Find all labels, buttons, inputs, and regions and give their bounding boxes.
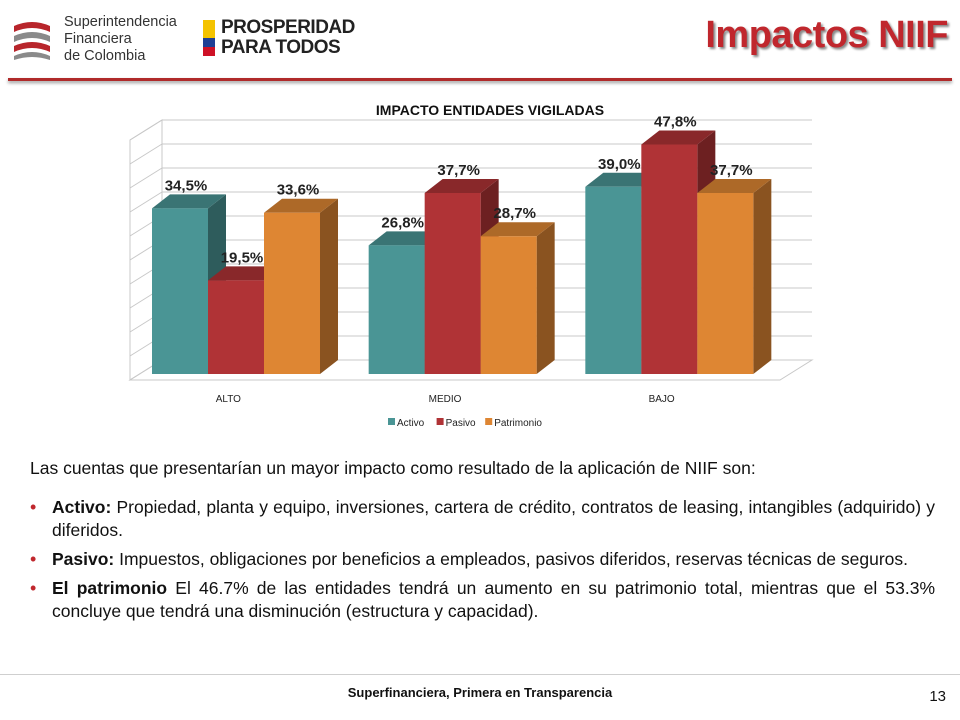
legend-swatch-pasivo xyxy=(436,418,444,425)
bullet-heading: El patrimonio xyxy=(52,578,168,598)
slide-title: Impactos NIIF xyxy=(705,14,948,56)
chart-bar-patrimonio-medio xyxy=(480,222,555,374)
chart-data-label: 19,5% xyxy=(221,249,264,266)
chart-bar-patrimonio-bajo xyxy=(697,179,772,374)
chart-gridline-side xyxy=(129,143,163,165)
bullet-activo: • Activo: Propiedad, planta y equipo, inv… xyxy=(30,496,935,542)
bullet-heading: Activo: xyxy=(52,497,112,517)
superfinanciera-emblem-icon xyxy=(8,16,56,64)
gov-logo-line-1: PROSPERIDAD xyxy=(221,17,355,38)
chart-title: IMPACTO ENTIDADES VIGILADAS xyxy=(375,102,605,118)
chart-data-label: 33,6% xyxy=(277,182,320,199)
prosperidad-logo: PROSPERIDAD PARA TODOS xyxy=(203,17,355,62)
legend-swatch-activo xyxy=(388,418,395,425)
chart-data-label: 26,8% xyxy=(381,214,424,231)
page-number: 13 xyxy=(929,688,946,705)
superfinanciera-logo: Superintendencia Financiera de Colombia xyxy=(8,14,183,68)
chart-gridline-side xyxy=(129,191,163,213)
chart-data-label: 37,7% xyxy=(710,162,753,179)
chart-data-label: 37,7% xyxy=(437,162,480,179)
bullet-text: Impuestos, obligaciones por beneficios a… xyxy=(114,549,909,569)
chart-category-label: BAJO xyxy=(649,394,675,405)
colombia-flag-icon xyxy=(203,20,215,56)
chart-data-label: 28,7% xyxy=(493,205,536,222)
legend-swatch-patrimonio xyxy=(485,418,493,425)
chart-bar-patrimonio-alto xyxy=(264,198,338,374)
chart-category-label: ALTO xyxy=(216,394,241,405)
bullet-dot-icon: • xyxy=(30,549,37,569)
header-divider xyxy=(8,78,952,81)
bullet-patrimonio: • El patrimonio El 46.7% de las entidades… xyxy=(30,577,935,623)
impact-chart: IMPACTO ENTIDADES VIGILADAS 34,5% 19,5% 33… xyxy=(120,96,840,441)
bullet-text: El 46.7% de las entidades tendrá un aume… xyxy=(52,578,936,621)
org-logo-line-1: Superintendencia xyxy=(64,14,177,30)
chart-category-label: MEDIO xyxy=(429,394,462,405)
chart-data-label: 39,0% xyxy=(598,156,641,173)
bullet-pasivo: • Pasivo: Impuestos, obligaciones por ben… xyxy=(30,548,935,571)
footer-slogan: Superfinanciera, Primera en Transparenci… xyxy=(347,685,613,700)
intro-text: Las cuentas que presentarían un mayor im… xyxy=(30,458,756,478)
chart-gridline-side xyxy=(129,119,163,141)
bullet-dot-icon: • xyxy=(30,497,37,517)
legend-label-activo: Activo xyxy=(397,418,425,429)
impact-bullet-list: • Activo: Propiedad, planta y equipo, inv… xyxy=(30,496,935,629)
org-logo-line-2: Financiera xyxy=(64,31,132,47)
slide-header: Superintendencia Financiera de Colombia … xyxy=(0,0,960,81)
gov-logo-line-2: PARA TODOS xyxy=(221,37,341,58)
chart-data-label: 34,5% xyxy=(165,177,208,194)
footer-divider xyxy=(0,674,960,675)
bullet-heading: Pasivo: xyxy=(52,549,115,569)
chart-canvas: 34,5% 19,5% 33,6% ALTO 26,8% 37,7% 28,7% MEDIO 3… xyxy=(128,114,814,429)
legend-label-patrimonio: Patrimonio xyxy=(494,418,542,429)
bullet-dot-icon: • xyxy=(30,578,37,598)
chart-gridline-side xyxy=(129,167,163,189)
legend-label-pasivo: Pasivo xyxy=(446,418,476,429)
bullet-text: Propiedad, planta y equipo, inversiones,… xyxy=(52,497,935,540)
chart-data-label: 47,8% xyxy=(654,114,697,131)
org-logo-line-3: de Colombia xyxy=(64,48,146,64)
